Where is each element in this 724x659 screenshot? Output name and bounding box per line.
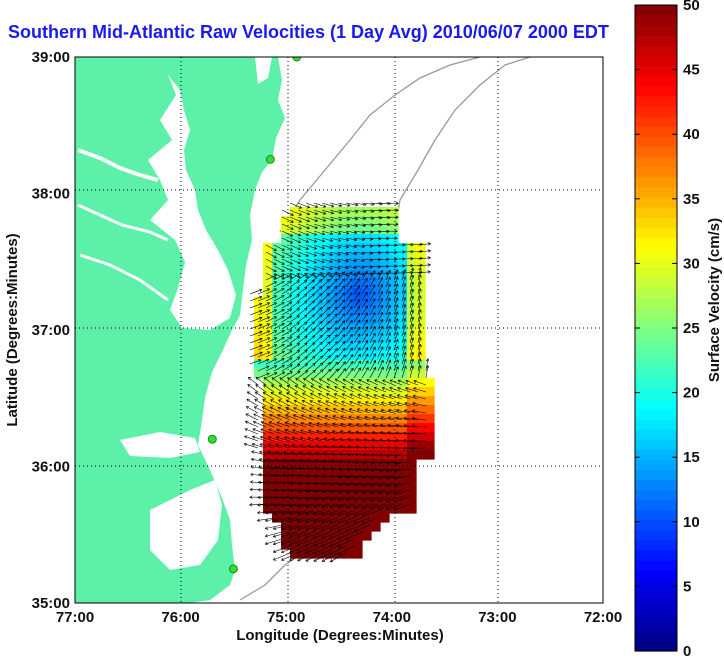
isobath-contour: [394, 57, 531, 231]
colorbar-tick-label: 20: [683, 385, 700, 402]
isobath-contour: [239, 554, 301, 601]
colorbar-tick-label: 15: [683, 449, 700, 466]
x-tick-label: 72:00: [584, 609, 622, 626]
x-tick-label: 77:00: [56, 609, 94, 626]
colorbar-tick-label: 40: [683, 126, 700, 143]
x-tick-label: 73:00: [478, 609, 516, 626]
axes-frame: [74, 56, 604, 604]
station-marker: [265, 154, 275, 164]
station-marker: [228, 564, 238, 574]
pamlico-sound: [150, 480, 222, 570]
colorbar-tick-label: 10: [683, 514, 700, 531]
y-tick-label: 36:00: [32, 459, 70, 476]
map-title: Southern Mid-Atlantic Raw Velocities (1 …: [8, 22, 609, 42]
y-tick-label: 35:00: [32, 595, 70, 612]
river-potomac: [77, 148, 159, 182]
station-marker: [292, 57, 302, 62]
isobath-contour: [279, 57, 481, 233]
y-tick-label: 39:00: [32, 49, 70, 66]
albemarle-sound: [120, 432, 200, 458]
colorbar-tick-label: 30: [683, 255, 700, 272]
chesapeake-bay: [148, 75, 236, 330]
grid-lines: [75, 57, 603, 603]
delaware-bay: [255, 57, 272, 84]
colorbar-tick-label: 0: [683, 643, 691, 659]
colorbar-tick-label: 50: [683, 0, 700, 14]
x-tick-label: 75:00: [267, 609, 305, 626]
colorbar-tick-label: 45: [683, 62, 700, 79]
colorbar-tick-label: 25: [683, 320, 700, 337]
y-tick-label: 37:00: [32, 322, 70, 339]
colorbar-label: Surface Velocity (cm/s): [706, 218, 723, 382]
colorbar: [635, 5, 677, 652]
x-tick-label: 76:00: [161, 609, 199, 626]
station-marker: [207, 434, 217, 444]
x-axis-label: Longitude (Degrees:Minutes): [236, 627, 444, 644]
river-rappahannock: [77, 203, 169, 242]
x-tick-label: 74:00: [373, 609, 411, 626]
river-york: [79, 253, 169, 302]
y-axis-label: Latitude (Degrees:Minutes): [4, 233, 21, 426]
colorbar-tick-label: 5: [683, 578, 691, 595]
y-tick-label: 38:00: [32, 186, 70, 203]
colorbar-tick-label: 35: [683, 191, 700, 208]
